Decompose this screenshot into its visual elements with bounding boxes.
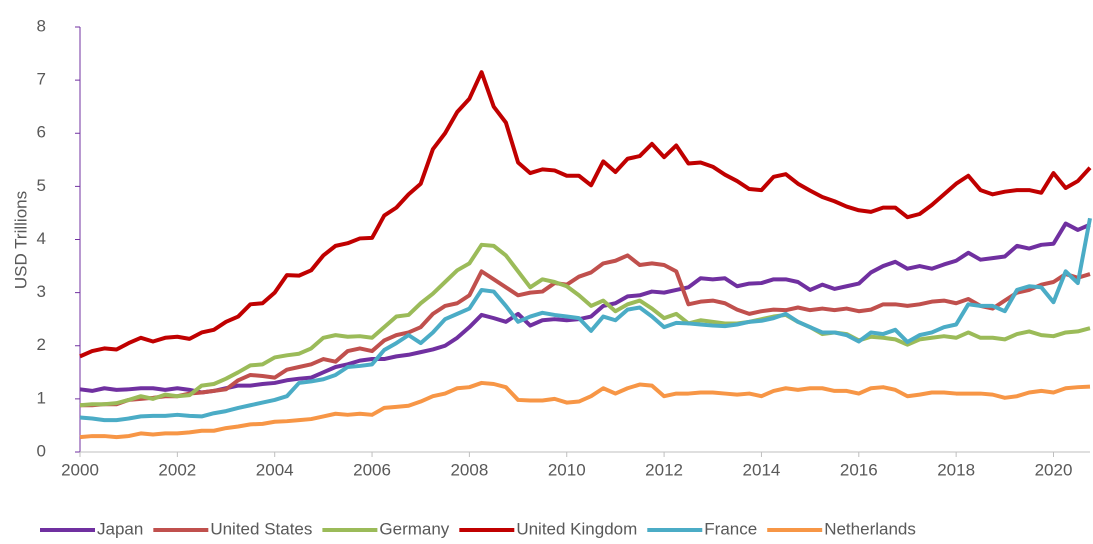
x-tick-label: 2016 <box>840 460 878 479</box>
y-tick-label: 3 <box>37 282 46 301</box>
legend-label: France <box>704 519 757 538</box>
y-tick-label: 0 <box>37 441 46 460</box>
x-tick-label: 2018 <box>937 460 975 479</box>
series-line <box>79 70 1092 359</box>
y-tick-label: 5 <box>37 176 46 195</box>
x-tick-label: 2014 <box>743 460 781 479</box>
y-tick-label: 2 <box>37 335 46 354</box>
legend-label: United States <box>210 519 312 538</box>
y-tick-label: 8 <box>37 16 46 35</box>
x-tick-label: 2010 <box>548 460 586 479</box>
x-tick-label: 2012 <box>645 460 683 479</box>
x-tick-label: 2020 <box>1035 460 1073 479</box>
legend-label: Germany <box>379 519 449 538</box>
y-tick-label: 6 <box>37 123 46 142</box>
x-tick-label: 2000 <box>61 460 99 479</box>
y-axis-title: USD Trillions <box>11 191 30 289</box>
series-line <box>79 380 1091 440</box>
series-line <box>80 253 1091 408</box>
series-line <box>79 217 1092 423</box>
x-tick-label: 2006 <box>353 460 391 479</box>
x-tick-label: 2002 <box>158 460 196 479</box>
y-tick-label: 1 <box>37 388 46 407</box>
legend-label: Netherlands <box>824 519 916 538</box>
series-line <box>79 221 1091 395</box>
series-line <box>79 242 1091 408</box>
x-tick-label: 2008 <box>450 460 488 479</box>
x-tick-label: 2004 <box>256 460 294 479</box>
y-tick-label: 7 <box>37 70 46 89</box>
legend-label: United Kingdom <box>516 519 637 538</box>
legend-label: Japan <box>97 519 143 538</box>
y-tick-label: 4 <box>37 229 46 248</box>
